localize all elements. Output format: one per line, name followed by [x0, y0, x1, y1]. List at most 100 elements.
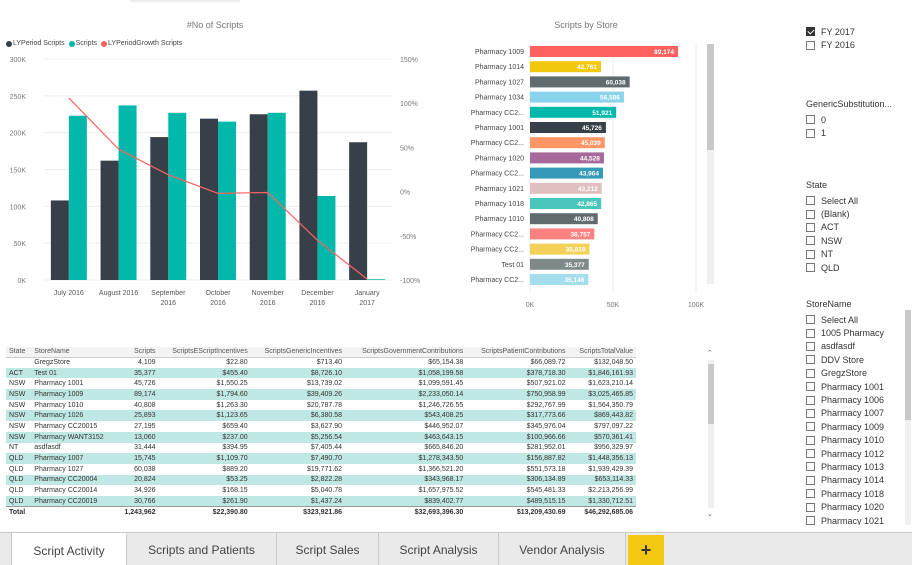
- checkbox-icon[interactable]: [806, 128, 815, 138]
- slicer-item[interactable]: Pharmacy 1012: [806, 447, 884, 460]
- checkbox-icon[interactable]: [806, 408, 815, 418]
- table-row[interactable]: QLD Pharmacy CC20019 30,766 $261.90 $1,437.2…: [6, 495, 636, 507]
- bar[interactable]: [530, 46, 679, 57]
- checkbox-icon[interactable]: [806, 115, 815, 125]
- column-header[interactable]: StoreName: [31, 347, 117, 358]
- tab-vendor-analysis[interactable]: Vendor Analysis: [499, 533, 626, 565]
- table-row[interactable]: QLD Pharmacy 1027 60,038 $889.20 $19,771.62 $…: [6, 464, 636, 475]
- table-row[interactable]: QLD Pharmacy CC20014 34,926 $168.15 $5,040.7…: [6, 485, 636, 496]
- bar[interactable]: [530, 137, 605, 149]
- table-scrollbar[interactable]: [708, 360, 714, 508]
- bar[interactable]: [530, 213, 598, 225]
- tab-script-activity[interactable]: Script Activity: [12, 533, 127, 565]
- bar[interactable]: [100, 160, 119, 280]
- slicer-item[interactable]: GregzStore: [806, 367, 884, 380]
- table-row[interactable]: NSW Pharmacy 1009 89,174 $1,794.60 $39,409.2…: [6, 389, 636, 400]
- checkbox-icon[interactable]: [806, 222, 815, 232]
- table-row[interactable]: ACT Test 01 35,377 $455.40 $8,726.10 $1,058,1…: [6, 367, 636, 379]
- bar[interactable]: [530, 167, 603, 179]
- checkbox-icon[interactable]: [806, 422, 815, 432]
- table-scrollbar-thumb[interactable]: [708, 364, 714, 424]
- bar[interactable]: [168, 112, 187, 280]
- checkbox-icon[interactable]: [806, 475, 815, 485]
- legend-item[interactable]: Scripts: [68, 40, 97, 47]
- checkbox-checked-icon[interactable]: [806, 27, 815, 37]
- column-header[interactable]: State: [6, 347, 32, 358]
- slicer-item[interactable]: Pharmacy 1020: [806, 500, 884, 513]
- slicer-item[interactable]: Pharmacy 1014: [806, 474, 884, 487]
- storename-scrollbar-thumb[interactable]: [905, 310, 911, 420]
- slicer-item[interactable]: Pharmacy 1007: [806, 407, 884, 420]
- checkbox-icon[interactable]: [806, 449, 815, 459]
- slicer-item[interactable]: ACT: [806, 221, 858, 234]
- legend-item[interactable]: LYPeriod Scripts: [6, 40, 65, 47]
- bar[interactable]: [299, 90, 318, 280]
- bar[interactable]: [530, 243, 590, 255]
- table-row[interactable]: NSW Pharmacy 1026 25,893 $1,123.65 $6,380.58…: [6, 410, 636, 422]
- bar[interactable]: [50, 200, 69, 280]
- bar[interactable]: [530, 122, 606, 133]
- slicer-item[interactable]: NT: [806, 248, 858, 261]
- tab-script-sales[interactable]: Script Sales: [277, 533, 379, 565]
- bar[interactable]: [267, 112, 286, 280]
- legend-item[interactable]: LYPeriodGrowth Scripts: [101, 40, 182, 47]
- slicer-item[interactable]: 1005 Pharmacy: [806, 326, 884, 339]
- slicer-item[interactable]: Pharmacy 1013: [806, 460, 884, 473]
- bar[interactable]: [530, 228, 595, 240]
- checkbox-icon[interactable]: [806, 263, 815, 273]
- bar[interactable]: [118, 105, 137, 280]
- bar[interactable]: [530, 258, 589, 270]
- bar[interactable]: [530, 106, 617, 118]
- bar[interactable]: [249, 114, 268, 280]
- table-row[interactable]: GregzStore 4,109 $22.80 $713.40 $65,154.38 $6…: [6, 357, 636, 368]
- column-header[interactable]: ScriptsGenericIncentives: [250, 347, 346, 358]
- checkbox-icon[interactable]: [806, 435, 815, 445]
- checkbox-icon[interactable]: [806, 502, 815, 512]
- slicer-item[interactable]: 0: [806, 113, 892, 126]
- bar[interactable]: [530, 152, 604, 164]
- slicer-item[interactable]: Pharmacy 1009: [806, 420, 884, 433]
- column-header[interactable]: ScriptsGovernmentContributions: [345, 347, 467, 358]
- table-scroll-up-icon[interactable]: ⌃: [707, 350, 713, 357]
- checkbox-icon[interactable]: [806, 328, 815, 338]
- bar[interactable]: [349, 142, 368, 280]
- bar[interactable]: [530, 76, 630, 88]
- table-row[interactable]: NSW Pharmacy CC20015 27,195 $659.40 $3,627.9…: [6, 421, 636, 432]
- table-row[interactable]: NSW Pharmacy 1010 40,808 $1,263.30 $20,787.7…: [6, 400, 636, 411]
- checkbox-icon[interactable]: [806, 489, 815, 499]
- checkbox-icon[interactable]: [806, 341, 815, 351]
- checkbox-icon[interactable]: [806, 462, 815, 472]
- table-row[interactable]: NSW Pharmacy 1001 45,726 $1,550.25 $13,739.0…: [6, 378, 636, 389]
- bar[interactable]: [218, 121, 236, 280]
- column-header[interactable]: ScriptsEScriptIncentives: [158, 347, 251, 358]
- slicer-item[interactable]: FY 2017: [806, 25, 855, 38]
- bar[interactable]: [150, 137, 169, 280]
- slicer-item[interactable]: Pharmacy 1018: [806, 487, 884, 500]
- checkbox-icon[interactable]: [806, 236, 815, 246]
- bar[interactable]: [200, 118, 218, 280]
- slicer-item[interactable]: Select All: [806, 194, 858, 207]
- column-header[interactable]: Scripts: [116, 347, 159, 358]
- slicer-item[interactable]: Select All: [806, 313, 884, 326]
- column-header[interactable]: ScriptsPatientContributions: [466, 347, 569, 358]
- bar[interactable]: [530, 91, 624, 103]
- table-row[interactable]: NSW Pharmacy WANT3152 13,060 $237.00 $5,256.…: [6, 431, 636, 443]
- table-row[interactable]: NT asdfasdf 31,444 $394.95 $7,405.44 $665,846…: [6, 443, 636, 454]
- tab-script-analysis[interactable]: Script Analysis: [379, 533, 499, 565]
- checkbox-icon[interactable]: [806, 355, 815, 365]
- checkbox-icon[interactable]: [806, 382, 815, 392]
- checkbox-icon[interactable]: [806, 249, 815, 259]
- add-page-button[interactable]: +: [628, 535, 664, 565]
- bar[interactable]: [367, 279, 386, 280]
- slicer-item[interactable]: Pharmacy 1021: [806, 514, 884, 525]
- checkbox-icon[interactable]: [806, 40, 815, 50]
- checkbox-icon[interactable]: [806, 395, 815, 405]
- checkbox-icon[interactable]: [806, 368, 815, 378]
- table-row[interactable]: QLD Pharmacy 1007 15,745 $1,109.70 $7,490.70…: [6, 453, 636, 464]
- storename-scrollbar[interactable]: [905, 310, 911, 525]
- slicer-item[interactable]: QLD: [806, 261, 858, 274]
- bar-chart-scrollbar[interactable]: [707, 44, 714, 284]
- checkbox-icon[interactable]: [806, 315, 815, 325]
- slicer-item[interactable]: (Blank): [806, 207, 858, 220]
- checkbox-icon[interactable]: [806, 516, 815, 525]
